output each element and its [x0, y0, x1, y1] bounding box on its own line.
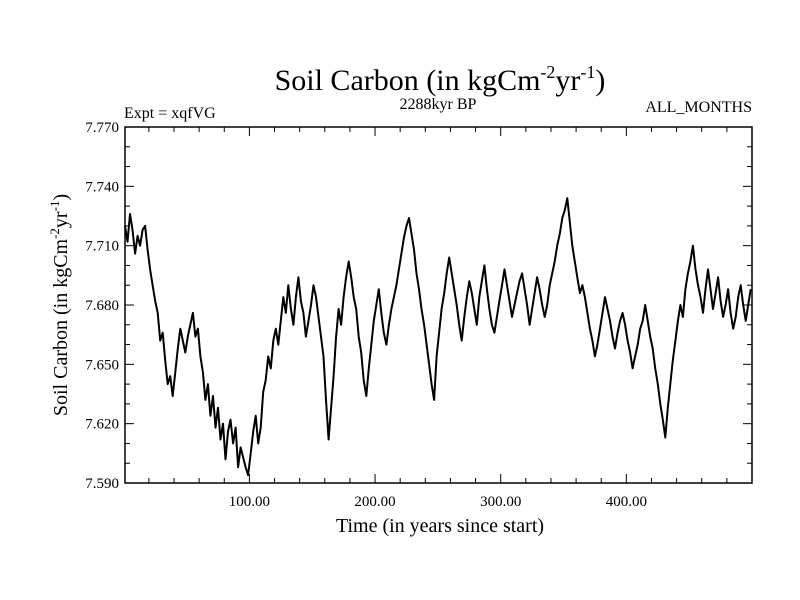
experiment-label: Expt = xqfVG	[124, 105, 216, 122]
x-tick-label: 100.00	[229, 494, 270, 510]
x-tick-label: 200.00	[354, 494, 395, 510]
months-label: ALL_MONTHS	[645, 99, 752, 116]
y-tick-label: 7.740	[85, 179, 119, 195]
y-tick-label: 7.770	[85, 120, 119, 136]
y-tick-label: 7.680	[85, 298, 119, 314]
series-line-soil-carbon	[124, 197, 752, 477]
x-axis-label: Time (in years since start)	[336, 515, 544, 537]
period-label: 2288kyr BP	[400, 96, 477, 113]
y-tick-label: 7.650	[85, 357, 119, 373]
y-tick-label: 7.620	[85, 417, 119, 433]
y-tick-labels: 7.590 7.620 7.650 7.680 7.710 7.740 7.770	[85, 120, 119, 492]
y-tick-label: 7.710	[85, 239, 119, 255]
x-tick-labels: 100.00 200.00 300.00 400.00	[229, 494, 647, 510]
plot-frame	[124, 126, 753, 484]
y-tick-label: 7.590	[85, 476, 119, 492]
chart-title: Soil Carbon (in kgCm-2yr-1)	[275, 62, 606, 97]
x-tick-label: 400.00	[606, 494, 647, 510]
x-tick-label: 300.00	[480, 494, 521, 510]
y-axis-label: Soil Carbon (in kgCm-2yr-1)	[47, 194, 72, 416]
